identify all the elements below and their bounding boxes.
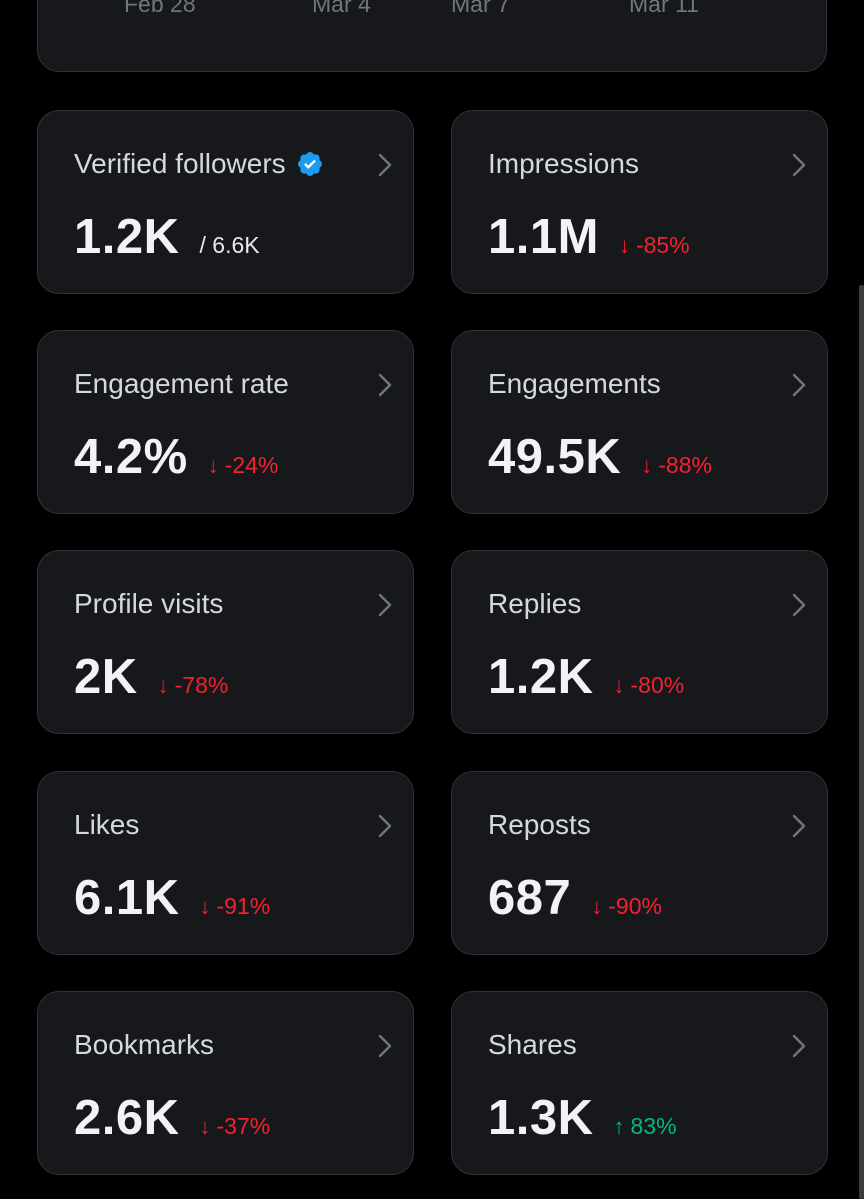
metric-title: Impressions [488, 148, 639, 179]
metric-value: 1.3K [488, 1091, 594, 1145]
metric-card-engagements[interactable]: Engagements 49.5K ↓ -88% [451, 330, 828, 514]
scrollbar[interactable] [859, 285, 864, 1199]
chevron-right-icon [792, 373, 806, 397]
metric-title: Engagement rate [74, 368, 289, 399]
metric-card-reposts[interactable]: Reposts 687 ↓ -90% [451, 771, 828, 955]
metric-total: / 6.6K [199, 232, 260, 258]
change-percent: 83% [630, 1113, 677, 1139]
arrow-down-icon: ↓ [641, 453, 653, 478]
arrow-up-icon: ↑ [613, 1114, 625, 1139]
change-indicator: ↓ -88% [641, 452, 712, 479]
metric-title: Engagements [488, 368, 661, 399]
change-percent: -24% [224, 452, 279, 478]
metric-card-replies[interactable]: Replies 1.2K ↓ -80% [451, 550, 828, 734]
change-indicator: ↓ -90% [591, 893, 662, 920]
metric-title: Likes [74, 809, 140, 840]
metric-title: Shares [488, 1029, 577, 1060]
metric-value: 4.2% [74, 430, 188, 484]
change-indicator: ↓ -91% [200, 893, 271, 920]
chevron-right-icon [792, 153, 806, 177]
change-indicator: ↓ -80% [614, 672, 685, 699]
metric-title: Replies [488, 588, 582, 619]
change-percent: -85% [635, 232, 690, 258]
arrow-down-icon: ↓ [618, 233, 630, 258]
chevron-right-icon [378, 593, 392, 617]
change-percent: -88% [658, 452, 712, 478]
chevron-right-icon [378, 1034, 392, 1058]
change-percent: -80% [630, 672, 685, 698]
metric-card-verified-followers[interactable]: Verified followers 1.2K / 6.6K [37, 110, 414, 294]
chart-card: Feb 28 Mar 4 Mar 7 Mar 11 [37, 0, 827, 72]
arrow-down-icon: ↓ [207, 453, 219, 478]
arrow-down-icon: ↓ [613, 673, 625, 698]
change-indicator: ↓ -78% [158, 672, 229, 699]
metric-card-profile-visits[interactable]: Profile visits 2K ↓ -78% [37, 550, 414, 734]
metric-card-bookmarks[interactable]: Bookmarks 2.6K ↓ -37% [37, 991, 414, 1175]
x-axis-label: Mar 4 [312, 0, 371, 17]
metric-value: 1.1M [488, 210, 599, 264]
chevron-right-icon [792, 593, 806, 617]
metric-title: Reposts [488, 809, 591, 840]
chevron-right-icon [378, 814, 392, 838]
change-percent: -90% [608, 893, 662, 919]
metric-title: Bookmarks [74, 1029, 215, 1060]
metric-card-impressions[interactable]: Impressions 1.1M ↓ -85% [451, 110, 828, 294]
arrow-down-icon: ↓ [199, 1114, 211, 1139]
x-axis-label: Feb 28 [124, 0, 196, 17]
chevron-right-icon [378, 153, 392, 177]
x-axis-label: Mar 11 [629, 0, 699, 17]
change-indicator: ↓ -37% [200, 1113, 271, 1140]
metric-value: 2K [74, 650, 138, 704]
change-percent: -78% [174, 672, 229, 698]
arrow-down-icon: ↓ [157, 673, 169, 698]
arrow-down-icon: ↓ [591, 894, 603, 919]
metric-value: 2.6K [74, 1091, 180, 1145]
change-indicator: ↑ 83% [614, 1113, 677, 1140]
chevron-right-icon [792, 1034, 806, 1058]
change-percent: -37% [216, 1113, 271, 1139]
metric-value: 49.5K [488, 430, 622, 484]
metric-card-shares[interactable]: Shares 1.3K ↑ 83% [451, 991, 828, 1175]
verified-badge-icon [297, 152, 322, 176]
metric-title: Profile visits [74, 588, 224, 619]
metric-card-likes[interactable]: Likes 6.1K ↓ -91% [37, 771, 414, 955]
metric-value: 687 [488, 871, 572, 925]
x-axis-label: Mar 7 [451, 0, 510, 17]
change-indicator: ↓ -24% [208, 452, 279, 479]
chevron-right-icon [378, 373, 392, 397]
metric-value: 1.2K [74, 210, 180, 264]
change-percent: -91% [216, 893, 271, 919]
metric-value: 6.1K [74, 871, 180, 925]
change-indicator: ↓ -85% [619, 232, 690, 259]
chevron-right-icon [792, 814, 806, 838]
arrow-down-icon: ↓ [199, 894, 211, 919]
metric-title: Verified followers [74, 148, 286, 179]
metric-value: 1.2K [488, 650, 594, 704]
metric-card-engagement-rate[interactable]: Engagement rate 4.2% ↓ -24% [37, 330, 414, 514]
